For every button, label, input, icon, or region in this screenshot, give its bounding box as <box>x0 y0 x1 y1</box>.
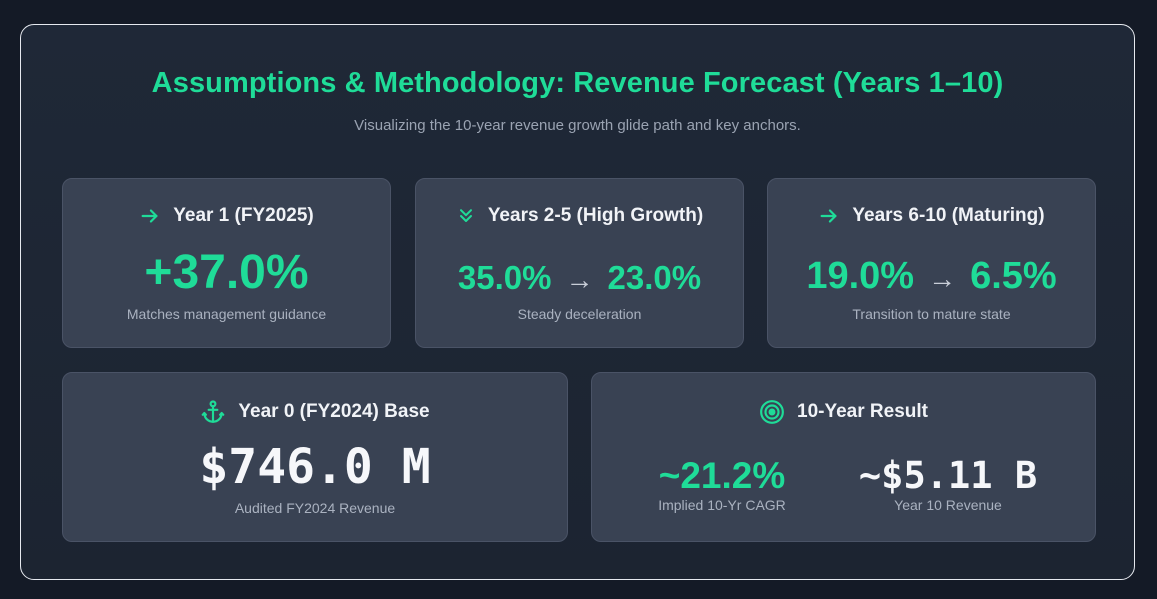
card-10-year-result: 10-Year Result ~21.2% Implied 10-Yr CAGR… <box>591 372 1096 542</box>
base-revenue-value: $746.0 M <box>199 439 431 495</box>
range-arrow: → <box>928 263 957 294</box>
target-icon <box>759 399 785 425</box>
year-1-note: Matches management guidance <box>126 306 327 322</box>
cagr-label: Implied 10-Yr CAGR <box>658 497 786 513</box>
years-6-10-end-rate: 6.5% <box>970 255 1057 297</box>
year-1-growth-value: +37.0% <box>144 246 309 299</box>
card-year-0-base: Year 0 (FY2024) Base $746.0 M Audited FY… <box>62 372 568 542</box>
card-years-2-5-header: Years 2-5 (High Growth) <box>416 205 743 227</box>
card-year-1-header: Year 1 (FY2025) <box>63 205 390 227</box>
year-10-revenue-metric: ~$5.11 B Year 10 Revenue <box>848 454 1048 514</box>
anchor-icon <box>200 399 226 425</box>
year-10-revenue-value: ~$5.11 B <box>858 454 1038 497</box>
years-6-10-start-rate: 19.0% <box>806 255 915 297</box>
card-result-header: 10-Year Result <box>592 399 1095 425</box>
double-chevron-down-icon <box>456 206 476 226</box>
card-result-title: 10-Year Result <box>797 401 928 422</box>
card-years-2-5-title: Years 2-5 (High Growth) <box>487 205 704 226</box>
years-2-5-start-rate: 35.0% <box>457 259 552 296</box>
cagr-value: ~21.2% <box>658 455 786 496</box>
base-revenue-note: Audited FY2024 Revenue <box>234 500 396 516</box>
arrow-right-icon <box>818 205 840 227</box>
page-subtitle: Visualizing the 10-year revenue growth g… <box>354 117 801 134</box>
card-years-2-5: Years 2-5 (High Growth) 35.0% → 23.0% Stea… <box>415 178 744 348</box>
card-years-6-10: Years 6-10 (Maturing) 19.0% → 6.5% Transit… <box>767 178 1096 348</box>
years-2-5-note: Steady deceleration <box>517 306 642 322</box>
years-2-5-end-rate: 23.0% <box>607 259 702 296</box>
year-10-revenue-label: Year 10 Revenue <box>894 497 1002 513</box>
page-title: Assumptions & Methodology: Revenue Forec… <box>151 67 1004 99</box>
range-arrow: → <box>565 264 594 295</box>
card-year-1-title: Year 1 (FY2025) <box>173 205 314 226</box>
years-6-10-note: Transition to mature state <box>852 306 1011 322</box>
card-year-1: Year 1 (FY2025) +37.0% Matches managemen… <box>62 178 391 348</box>
card-year-0-header: Year 0 (FY2024) Base <box>63 399 567 425</box>
card-years-6-10-header: Years 6-10 (Maturing) <box>768 205 1095 227</box>
years-6-10-range: 19.0% → 6.5% <box>768 255 1095 298</box>
cagr-metric: ~21.2% Implied 10-Yr CAGR <box>632 455 812 513</box>
years-2-5-range: 35.0% → 23.0% <box>416 259 743 297</box>
arrow-right-icon <box>139 205 161 227</box>
main-panel: Assumptions & Methodology: Revenue Forec… <box>20 24 1135 580</box>
card-years-6-10-title: Years 6-10 (Maturing) <box>852 205 1045 226</box>
card-year-0-title: Year 0 (FY2024) Base <box>238 401 430 422</box>
